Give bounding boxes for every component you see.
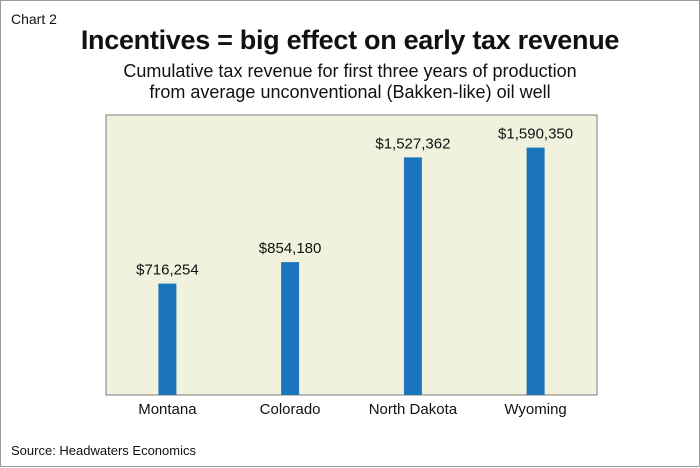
plot-area xyxy=(105,114,598,396)
source-note: Source: Headwaters Economics xyxy=(11,443,196,458)
bars-layer xyxy=(158,147,545,395)
value-label-north-dakota: $1,527,362 xyxy=(375,135,450,152)
bar-north-dakota xyxy=(403,157,422,395)
value-label-colorado: $854,180 xyxy=(259,240,322,257)
labels-layer: $716,254 Montana $854,180 Colorado $1,527,36… xyxy=(136,126,573,418)
chart-title: Incentives = big effect on early tax rev… xyxy=(80,25,620,55)
category-label-colorado: Colorado xyxy=(260,401,321,418)
category-label-montana: Montana xyxy=(138,401,197,418)
bar-montana xyxy=(158,283,177,395)
category-label-north-dakota: North Dakota xyxy=(369,401,458,418)
bar-colorado xyxy=(281,262,300,395)
value-label-wyoming: $1,590,350 xyxy=(498,126,573,143)
chart-subtitle-line-2: from average unconventional (Bakken-like… xyxy=(149,82,551,102)
chart-number-label: Chart 2 xyxy=(11,11,57,27)
bar-wyoming xyxy=(526,147,545,395)
value-label-montana: $716,254 xyxy=(136,262,199,279)
chart-subtitle-line-1: Cumulative tax revenue for first three y… xyxy=(123,61,577,81)
category-label-wyoming: Wyoming xyxy=(504,401,566,418)
